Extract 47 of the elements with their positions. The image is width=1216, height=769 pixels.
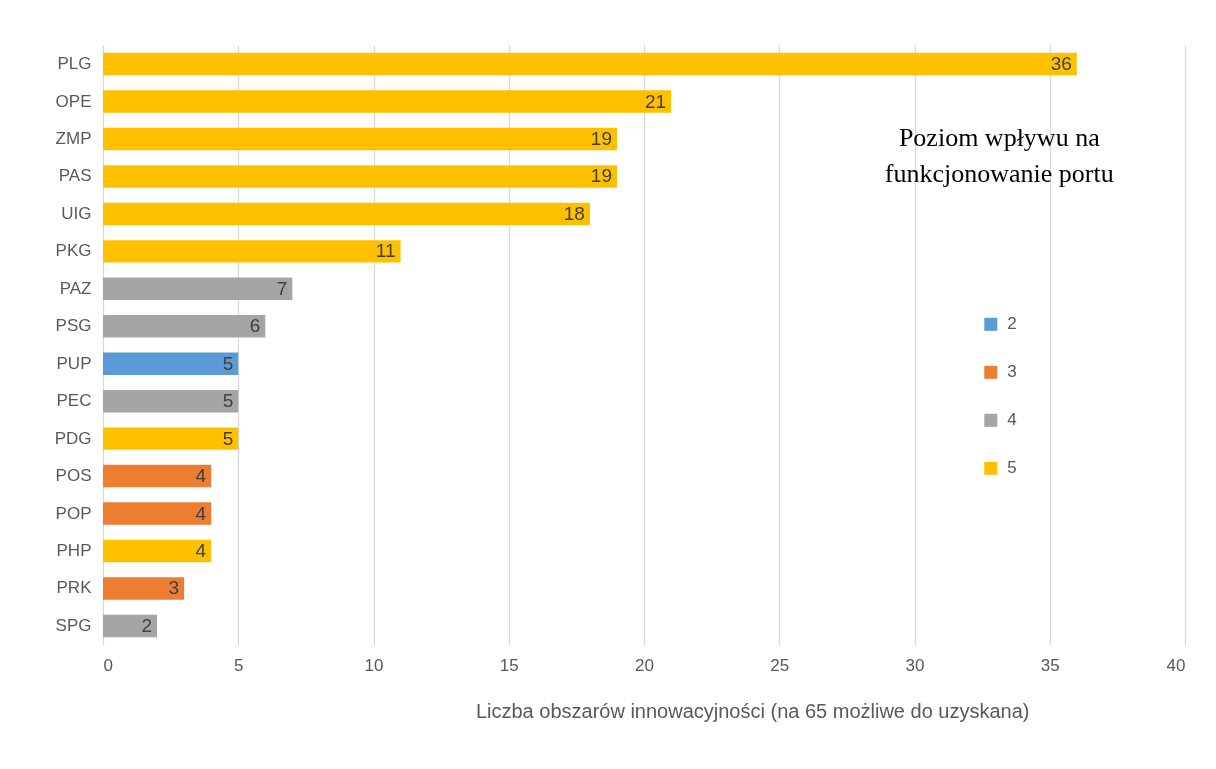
x-tick-label: 15 [499, 655, 519, 675]
y-tick-label: PAS [58, 166, 92, 186]
y-tick-label: PUP [56, 353, 92, 373]
x-tick-label: 30 [905, 655, 925, 675]
y-tick-label: UIG [61, 203, 92, 223]
legend-label: 3 [1007, 362, 1017, 382]
y-tick-label: OPE [55, 91, 92, 111]
data-label: 4 [195, 465, 207, 487]
x-tick-label: 40 [1166, 655, 1186, 675]
y-tick-label: PKG [55, 241, 92, 261]
data-label: 5 [222, 427, 234, 449]
y-tick-label: PDG [54, 428, 92, 448]
y-tick-label: PLG [57, 54, 92, 74]
y-tick-label: PAZ [59, 278, 92, 298]
data-label: 6 [249, 315, 261, 337]
y-tick-label: PEC [56, 391, 92, 411]
data-label: 7 [276, 277, 288, 299]
legend-title: Poziom wpływu na funkcjonowanie portu [884, 122, 1114, 188]
x-tick-label: 25 [770, 655, 790, 675]
x-tick-label: 35 [1040, 655, 1060, 675]
data-label: 5 [222, 390, 234, 412]
data-label: 21 [644, 90, 667, 112]
legend-label: 5 [1007, 458, 1017, 478]
data-label: 18 [563, 202, 585, 224]
data-label: 19 [590, 128, 612, 150]
data-label: 36 [1050, 53, 1072, 75]
data-label: 5 [222, 352, 234, 374]
data-label: 19 [590, 165, 612, 187]
data-label: 3 [168, 577, 180, 599]
y-tick-label: POP [55, 503, 92, 523]
x-tick-label: 20 [635, 655, 654, 675]
y-tick-label: POS [55, 466, 92, 486]
data-label: 11 [375, 240, 396, 262]
y-tick-label: PSG [55, 316, 92, 336]
x-tick-label: 0 [103, 655, 113, 675]
x-axis-title: Liczba obszarów innowacyjności (na 65 możliwe do uzyskana) [475, 699, 1030, 722]
x-tick-label: 10 [364, 655, 384, 675]
y-tick-label: PRK [56, 578, 93, 598]
x-tick-label: 5 [234, 655, 244, 675]
y-tick-label: SPG [55, 615, 92, 635]
y-tick-label: PHP [56, 540, 92, 560]
y-tick-label: ZMP [55, 129, 92, 149]
data-label: 4 [195, 502, 207, 524]
data-label: 2 [141, 614, 153, 636]
legend-label: 2 [1007, 314, 1017, 334]
data-label: 4 [195, 539, 207, 561]
legend-label: 4 [1007, 410, 1017, 430]
